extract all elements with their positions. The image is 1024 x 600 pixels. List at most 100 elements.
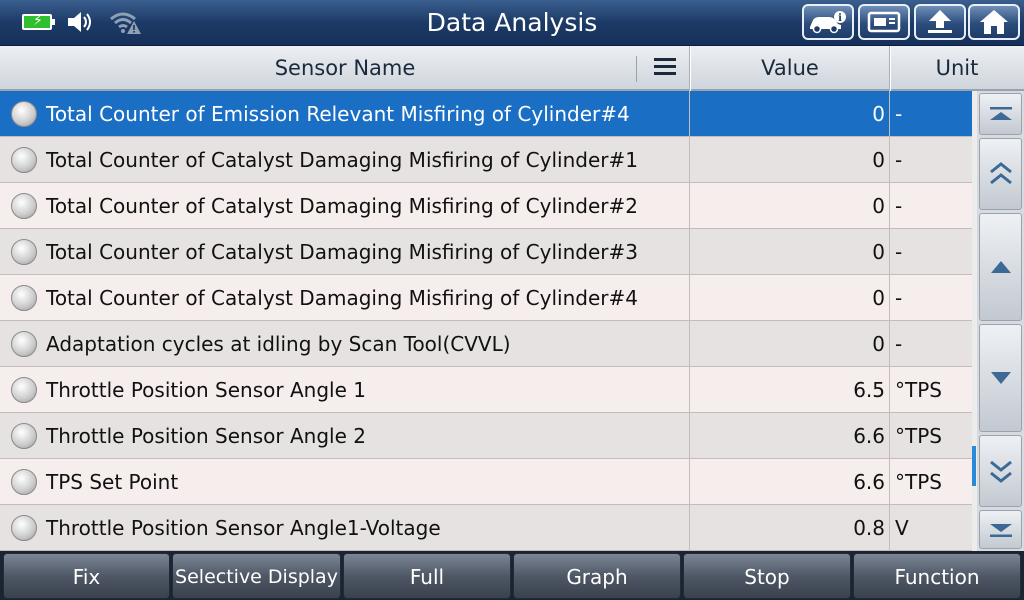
table-row[interactable]: Throttle Position Sensor Angle1-Voltage … [0, 505, 972, 551]
cell-divider [689, 459, 690, 505]
sensor-name: Throttle Position Sensor Angle 2 [46, 424, 366, 448]
table-row[interactable]: Total Counter of Catalyst Damaging Misfi… [0, 275, 972, 321]
cell-divider [689, 413, 690, 459]
column-menu-icon[interactable] [654, 58, 676, 78]
row-radio[interactable] [11, 515, 37, 541]
column-divider [689, 46, 691, 91]
print-button[interactable] [858, 4, 910, 40]
row-radio[interactable] [11, 101, 37, 127]
sensor-name: Total Counter of Catalyst Damaging Misfi… [46, 148, 638, 172]
sensor-name: Throttle Position Sensor Angle 1 [46, 378, 366, 402]
row-radio[interactable] [11, 423, 37, 449]
row-radio[interactable] [11, 285, 37, 311]
cell-divider [889, 137, 890, 183]
sensor-table: Total Counter of Emission Relevant Misfi… [0, 91, 972, 551]
full-button[interactable]: Full [343, 553, 511, 599]
cell-divider [689, 183, 690, 229]
cell-divider [889, 183, 890, 229]
cell-divider [689, 367, 690, 413]
sensor-name: Total Counter of Catalyst Damaging Misfi… [46, 240, 638, 264]
cell-divider [889, 505, 890, 551]
sensor-value: 0 [872, 194, 885, 218]
down-icon [990, 372, 1011, 384]
down-button[interactable] [979, 324, 1022, 432]
up-button[interactable] [979, 213, 1022, 321]
page-down-button[interactable] [979, 435, 1022, 507]
home-button[interactable] [968, 4, 1020, 40]
table-row[interactable]: Total Counter of Catalyst Damaging Misfi… [0, 183, 972, 229]
stop-button[interactable]: Stop [683, 553, 851, 599]
function-button[interactable]: Function [853, 553, 1021, 599]
row-radio[interactable] [11, 469, 37, 495]
cell-divider [689, 137, 690, 183]
page-up-icon [989, 162, 1012, 185]
cell-divider [889, 367, 890, 413]
sensor-value: 6.5 [853, 378, 885, 402]
cell-divider [889, 229, 890, 275]
back-icon [928, 10, 952, 33]
cell-divider [689, 229, 690, 275]
cell-divider [689, 321, 690, 367]
sensor-value: 6.6 [853, 424, 885, 448]
wifi-warning-icon [110, 12, 141, 34]
graph-button[interactable]: Graph [513, 553, 681, 599]
table-row[interactable]: Throttle Position Sensor Angle 1 6.5 °TP… [0, 367, 972, 413]
sensor-value: 0 [872, 286, 885, 310]
sensor-name: Total Counter of Catalyst Damaging Misfi… [46, 194, 638, 218]
scroll-top-icon [989, 107, 1012, 120]
row-radio[interactable] [11, 377, 37, 403]
sensor-unit: - [895, 102, 903, 126]
row-radio[interactable] [11, 193, 37, 219]
header-divider [636, 56, 637, 82]
page-down-icon [989, 460, 1012, 483]
table-header: Sensor Name Value Unit [0, 46, 1024, 91]
scroll-buttons-panel [977, 91, 1024, 551]
vehicle-info-button[interactable]: i [802, 4, 854, 40]
sensor-value: 6.6 [853, 470, 885, 494]
sensor-unit: V [895, 516, 909, 540]
battery-charging-icon: ⚡ [22, 13, 55, 30]
table-row[interactable]: Throttle Position Sensor Angle 2 6.6 °TP… [0, 413, 972, 459]
row-radio[interactable] [11, 331, 37, 357]
cell-divider [689, 91, 690, 137]
sensor-name: Total Counter of Emission Relevant Misfi… [46, 102, 630, 126]
cell-divider [889, 321, 890, 367]
scrollbar-track[interactable] [972, 91, 977, 551]
column-header-unit: Unit [935, 56, 979, 80]
home-icon [980, 10, 1008, 34]
sensor-unit: °TPS [895, 424, 942, 448]
column-header-value: Value [761, 56, 819, 80]
speaker-icon [68, 12, 91, 32]
sensor-value: 0 [872, 332, 885, 356]
sensor-value: 0 [872, 102, 885, 126]
table-row[interactable]: Adaptation cycles at idling by Scan Tool… [0, 321, 972, 367]
table-row[interactable]: Total Counter of Catalyst Damaging Misfi… [0, 229, 972, 275]
row-radio[interactable] [11, 239, 37, 265]
row-radio[interactable] [11, 147, 37, 173]
scrollbar-thumb[interactable] [972, 446, 976, 486]
sensor-unit: - [895, 148, 903, 172]
table-row[interactable]: Total Counter of Emission Relevant Misfi… [0, 91, 972, 137]
sensor-unit: - [895, 194, 903, 218]
table-row[interactable]: TPS Set Point 6.6 °TPS [0, 459, 972, 505]
svg-text:i: i [838, 13, 842, 24]
title-bar: ⚡ Data Analysis i [0, 0, 1024, 46]
sensor-name: Total Counter of Catalyst Damaging Misfi… [46, 286, 638, 310]
cell-divider [889, 91, 890, 137]
sensor-name: TPS Set Point [46, 470, 179, 494]
cell-divider [889, 275, 890, 321]
cell-divider [689, 275, 690, 321]
back-button[interactable] [914, 4, 966, 40]
scroll-top-button[interactable] [979, 93, 1022, 135]
cell-divider [889, 459, 890, 505]
column-divider [889, 46, 891, 91]
table-row[interactable]: Total Counter of Catalyst Damaging Misfi… [0, 137, 972, 183]
sensor-value: 0 [872, 240, 885, 264]
vehicle-info-icon: i [810, 11, 846, 34]
status-icons: ⚡ [22, 7, 142, 37]
sensor-unit: - [895, 240, 903, 264]
selective-display-button[interactable]: Selective Display [172, 553, 341, 599]
page-up-button[interactable] [979, 138, 1022, 210]
fix-button[interactable]: Fix [3, 553, 170, 599]
scroll-bottom-button[interactable] [979, 510, 1022, 549]
